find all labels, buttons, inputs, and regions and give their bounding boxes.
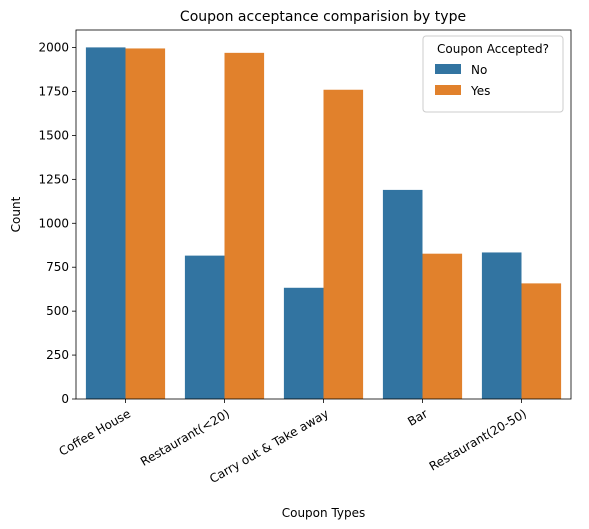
legend-entries: No Yes <box>435 63 490 98</box>
bar-yes-3 <box>422 253 463 399</box>
bar-yes-2 <box>323 89 364 399</box>
y-tick-label: 250 <box>46 348 69 362</box>
legend: Coupon Accepted? No Yes <box>422 35 564 113</box>
x-tick-label: Bar <box>405 406 430 428</box>
legend-label-no: No <box>471 63 487 77</box>
bar-yes-4 <box>521 283 562 399</box>
y-tick-label: 500 <box>46 304 69 318</box>
bar-no-3 <box>382 189 423 399</box>
x-tick-label: Restaurant(20-50) <box>427 406 529 473</box>
y-tick-label: 1250 <box>38 172 69 186</box>
bar-no-1 <box>184 255 225 399</box>
y-tick-label: 750 <box>46 260 69 274</box>
legend-label-yes: Yes <box>470 84 490 98</box>
x-tick-label: Restaurant(<20) <box>138 406 232 468</box>
plot-frame <box>75 29 572 400</box>
x-tick-label: Coffee House <box>57 406 133 458</box>
y-tick-label: 2000 <box>38 41 69 55</box>
bar-no-0 <box>85 47 126 399</box>
y-tick-label: 1500 <box>38 128 69 142</box>
x-axis-label: Coupon Types <box>282 506 366 520</box>
y-tick-label: 0 <box>61 392 69 406</box>
y-tick-label: 1000 <box>38 216 69 230</box>
x-axis-ticks: Coffee House Restaurant(<20)Carry out & T… <box>57 399 529 486</box>
bar-no-4 <box>481 252 522 399</box>
bars-group <box>85 47 562 399</box>
bar-no-2 <box>283 287 324 399</box>
legend-swatch-no <box>435 64 461 74</box>
bar-yes-0 <box>125 48 166 399</box>
bar-yes-1 <box>224 52 265 399</box>
legend-title: Coupon Accepted? <box>437 42 549 56</box>
y-axis-label: Count <box>9 196 23 232</box>
y-tick-label: 1750 <box>38 85 69 99</box>
y-axis-ticks: 0 250 500 750 1000 1250 1500 1750 2000 <box>38 41 76 406</box>
chart-title: Coupon acceptance comparision by type <box>180 9 466 25</box>
legend-swatch-yes <box>435 85 461 95</box>
